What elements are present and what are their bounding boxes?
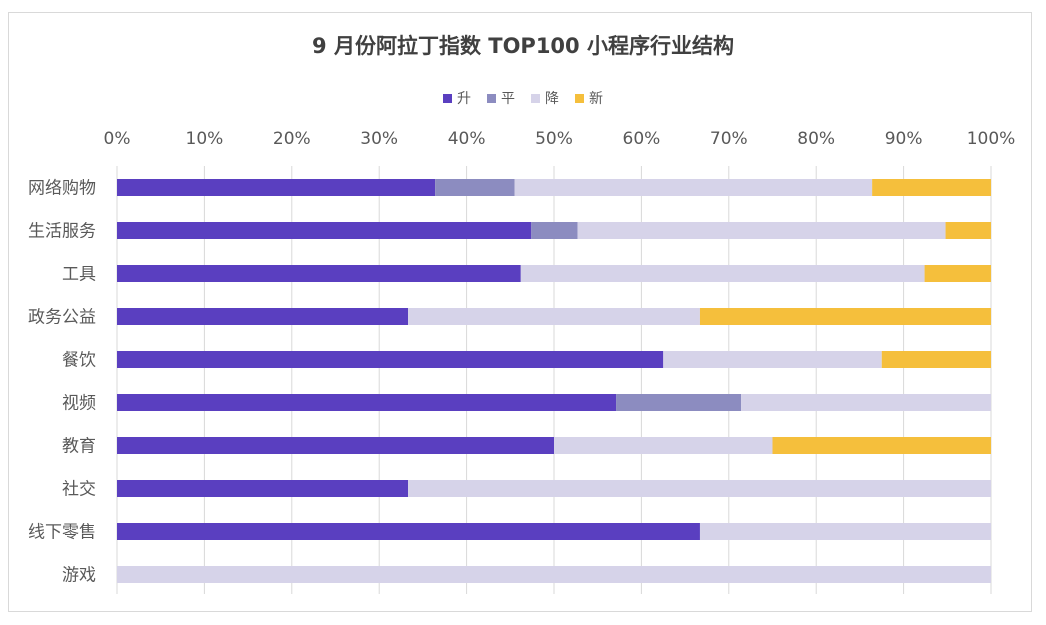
bar-segment [514, 179, 873, 196]
category-label: 餐饮 [62, 351, 96, 371]
category-label: 游戏 [62, 566, 96, 586]
chart-title: 9 月份阿拉丁指数 TOP100 小程序行业结构 [312, 34, 734, 58]
legend: 升 平 降 新 [0, 88, 1046, 108]
bar-segment [117, 222, 532, 239]
x-tick-label: 40% [448, 129, 486, 149]
x-tick-label: 50% [535, 129, 573, 149]
x-tick-label: 20% [273, 129, 311, 149]
category-label: 视频 [62, 394, 96, 414]
legend-label-flat: 平 [501, 91, 515, 107]
bar-segment [117, 308, 409, 325]
bar-segment [554, 437, 773, 454]
bar-segment [117, 179, 436, 196]
legend-swatch-fall [531, 93, 540, 103]
legend-label-fall: 降 [545, 91, 559, 107]
x-tick-label: 100% [967, 129, 1016, 149]
bar-segment [435, 179, 515, 196]
x-tick-label: 30% [360, 129, 398, 149]
x-tick-label: 90% [885, 129, 923, 149]
category-label: 教育 [62, 437, 96, 457]
category-label: 线下零售 [28, 523, 96, 543]
category-label: 社交 [62, 480, 96, 500]
bar-segment [881, 351, 991, 368]
x-tick-label: 60% [623, 129, 661, 149]
legend-item-flat: 平 [487, 88, 515, 108]
bar-segment [699, 308, 991, 325]
legend-label-new: 新 [589, 91, 603, 107]
bar-segment [117, 265, 521, 282]
legend-item-new: 新 [575, 88, 603, 108]
bar-segment [531, 222, 578, 239]
bar-segment [117, 394, 617, 411]
bar-segment [117, 437, 554, 454]
x-tick-label: 70% [710, 129, 748, 149]
bar-segment [408, 308, 700, 325]
bar-segment [577, 222, 946, 239]
x-tick-label: 0% [104, 129, 131, 149]
bar-segment [408, 480, 991, 497]
x-tick-label: 80% [797, 129, 835, 149]
x-tick-label: 10% [186, 129, 224, 149]
bar-segment [616, 394, 742, 411]
bar-segment [117, 566, 991, 583]
bar-segment [117, 480, 409, 497]
category-label: 工具 [62, 265, 96, 285]
legend-swatch-flat [487, 93, 496, 103]
bar-segment [520, 265, 925, 282]
bar-segment [699, 523, 991, 540]
bar-segment [772, 437, 991, 454]
bar-segment [741, 394, 991, 411]
category-label: 政务公益 [28, 308, 96, 328]
bar-segment [872, 179, 991, 196]
bar-segment [117, 523, 700, 540]
legend-item-fall: 降 [531, 88, 559, 108]
bar-segment [117, 351, 664, 368]
legend-swatch-rise [443, 93, 452, 103]
legend-label-rise: 升 [457, 91, 471, 107]
legend-swatch-new [575, 93, 584, 103]
legend-item-rise: 升 [443, 88, 471, 108]
category-label: 网络购物 [28, 179, 96, 199]
category-label: 生活服务 [28, 222, 96, 242]
bar-segment [945, 222, 991, 239]
bar-segment [924, 265, 991, 282]
bar-segment [663, 351, 882, 368]
